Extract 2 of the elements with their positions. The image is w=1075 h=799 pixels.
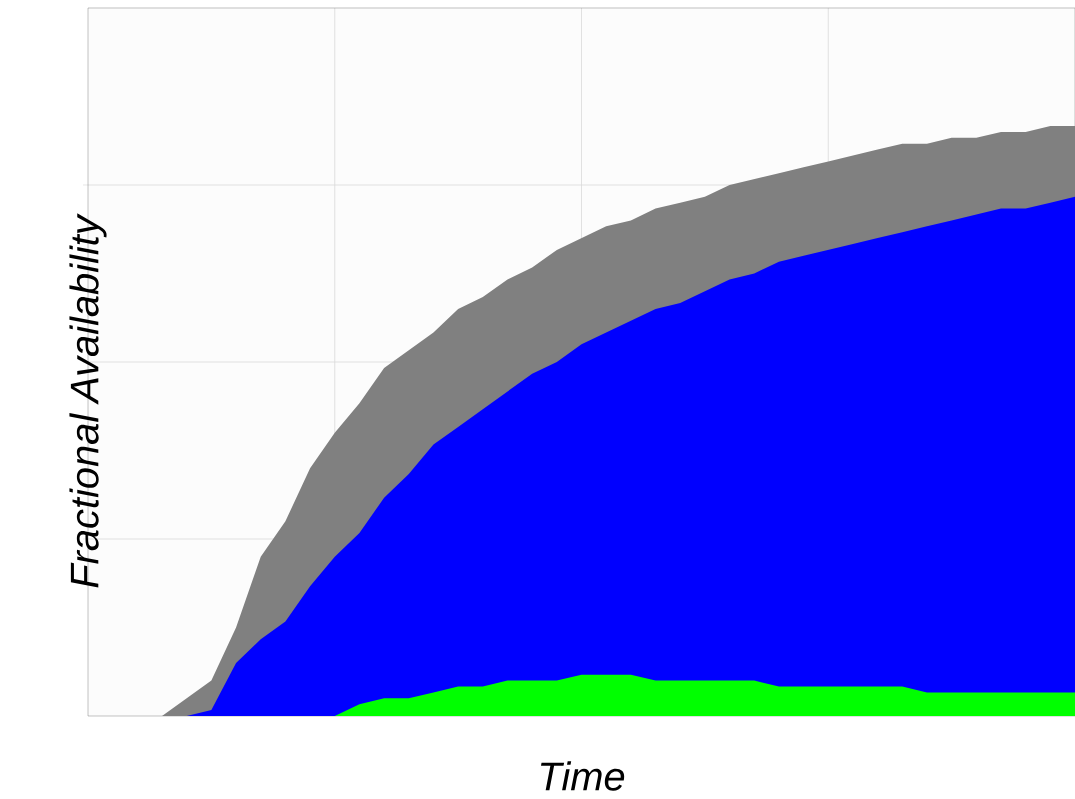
x-axis-title: Time: [540, 761, 625, 791]
y-axis-title: Fractional Availability: [69, 213, 107, 588]
